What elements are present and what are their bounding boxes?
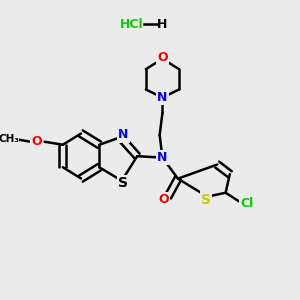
- Text: S: S: [201, 193, 211, 207]
- Text: N: N: [157, 151, 168, 164]
- Text: CH₃: CH₃: [0, 134, 19, 144]
- Text: HCl: HCl: [120, 17, 143, 31]
- Text: Cl: Cl: [240, 197, 253, 210]
- Text: N: N: [157, 91, 168, 104]
- Text: O: O: [157, 51, 168, 64]
- Text: O: O: [32, 135, 42, 148]
- Text: O: O: [158, 193, 169, 206]
- Text: H: H: [157, 17, 168, 31]
- Text: N: N: [118, 128, 128, 141]
- Text: S: S: [118, 176, 128, 190]
